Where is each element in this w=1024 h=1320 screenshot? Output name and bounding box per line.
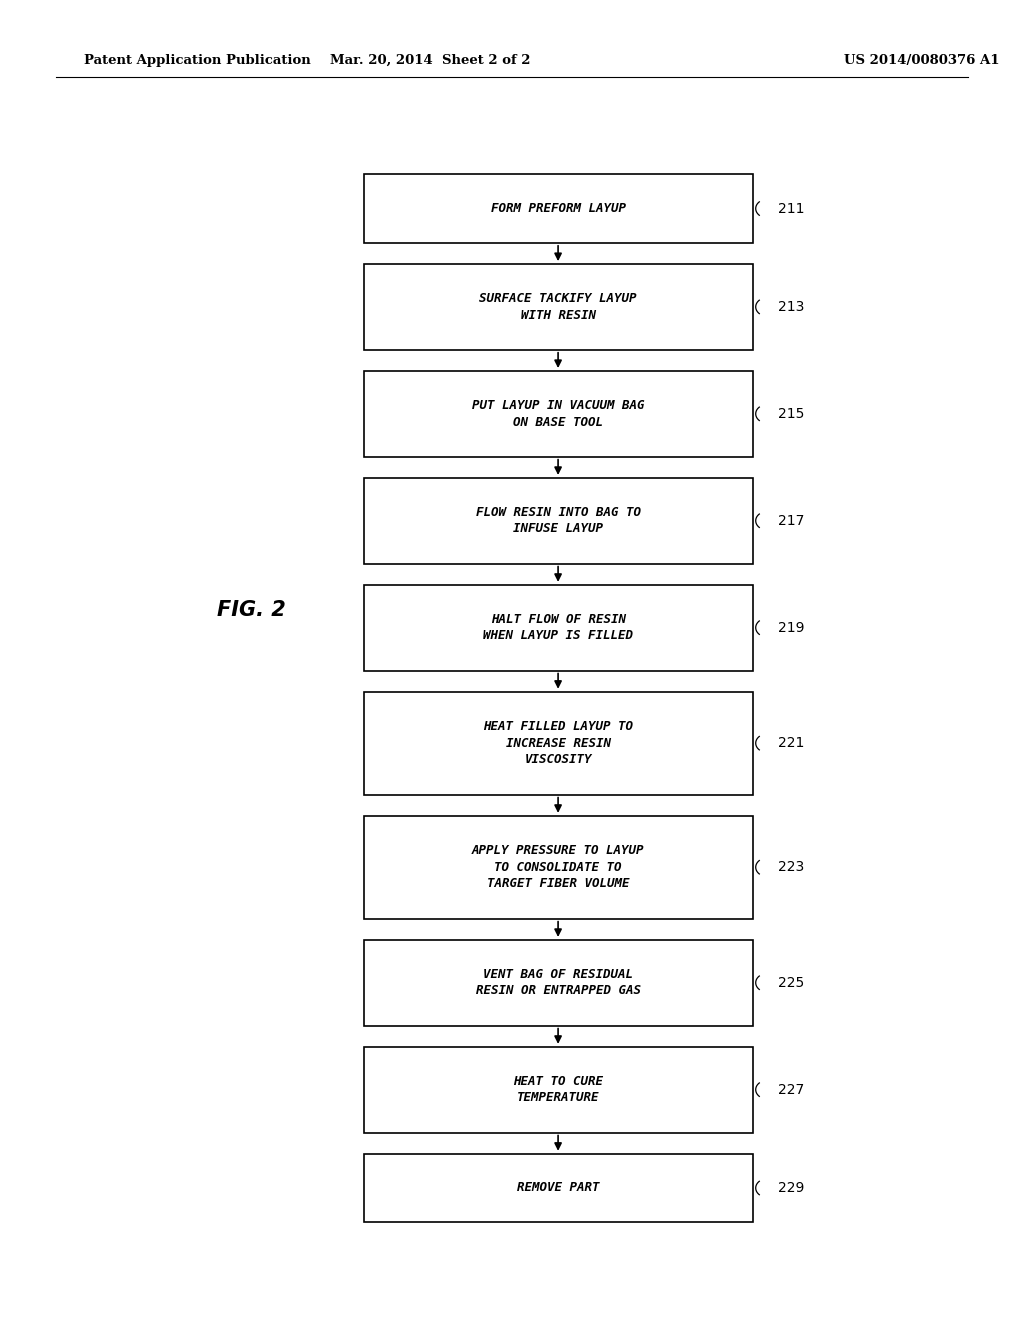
Text: 229: 229 (778, 1181, 805, 1195)
Bar (364, 478, 753, 564)
Text: HEAT TO CURE
TEMPERATURE: HEAT TO CURE TEMPERATURE (513, 1074, 603, 1105)
Text: FIG. 2: FIG. 2 (216, 599, 286, 620)
Text: FORM PREFORM LAYUP: FORM PREFORM LAYUP (490, 202, 626, 215)
Bar (364, 1047, 753, 1133)
Text: 215: 215 (778, 407, 805, 421)
Text: PUT LAYUP IN VACUUM BAG
ON BASE TOOL: PUT LAYUP IN VACUUM BAG ON BASE TOOL (472, 399, 644, 429)
Text: US 2014/0080376 A1: US 2014/0080376 A1 (844, 54, 999, 67)
Text: HALT FLOW OF RESIN
WHEN LAYUP IS FILLED: HALT FLOW OF RESIN WHEN LAYUP IS FILLED (483, 612, 633, 643)
Text: 225: 225 (778, 975, 805, 990)
Text: Patent Application Publication: Patent Application Publication (84, 54, 310, 67)
Text: 219: 219 (778, 620, 805, 635)
Text: 213: 213 (778, 300, 805, 314)
Text: APPLY PRESSURE TO LAYUP
TO CONSOLIDATE TO
TARGET FIBER VOLUME: APPLY PRESSURE TO LAYUP TO CONSOLIDATE T… (472, 845, 644, 890)
Text: 223: 223 (778, 861, 805, 874)
Bar (364, 692, 753, 795)
Text: VENT BAG OF RESIDUAL
RESIN OR ENTRAPPED GAS: VENT BAG OF RESIDUAL RESIN OR ENTRAPPED … (475, 968, 641, 998)
Text: 221: 221 (778, 737, 805, 750)
Text: Mar. 20, 2014  Sheet 2 of 2: Mar. 20, 2014 Sheet 2 of 2 (330, 54, 530, 67)
Text: 217: 217 (778, 513, 805, 528)
Bar (364, 174, 753, 243)
Text: FLOW RESIN INTO BAG TO
INFUSE LAYUP: FLOW RESIN INTO BAG TO INFUSE LAYUP (475, 506, 641, 536)
Bar (364, 1154, 753, 1222)
Text: REMOVE PART: REMOVE PART (517, 1181, 599, 1195)
Bar (364, 940, 753, 1026)
Bar (364, 585, 753, 671)
Text: 227: 227 (778, 1082, 805, 1097)
Text: SURFACE TACKIFY LAYUP
WITH RESIN: SURFACE TACKIFY LAYUP WITH RESIN (479, 292, 637, 322)
Text: HEAT FILLED LAYUP TO
INCREASE RESIN
VISCOSITY: HEAT FILLED LAYUP TO INCREASE RESIN VISC… (483, 721, 633, 766)
Bar (364, 264, 753, 350)
Bar (364, 371, 753, 457)
Text: 211: 211 (778, 202, 805, 215)
Bar (364, 816, 753, 919)
